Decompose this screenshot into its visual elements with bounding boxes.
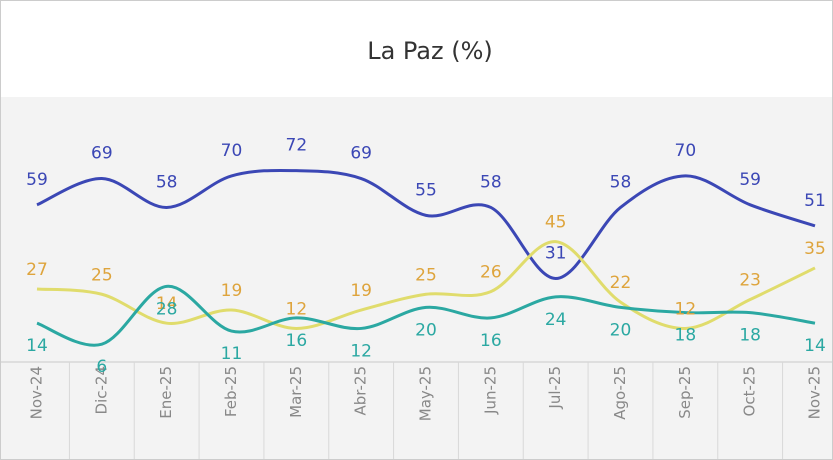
- data-label: 27: [26, 260, 48, 280]
- data-label: 22: [610, 273, 632, 293]
- x-tick-label: Nov-24: [28, 366, 46, 419]
- data-label: 11: [221, 344, 243, 364]
- plot-area: [1, 97, 832, 459]
- data-label: 19: [350, 281, 372, 301]
- data-label: 72: [286, 136, 308, 156]
- data-label: 51: [804, 191, 826, 211]
- x-tick-label: Nov-25: [806, 366, 824, 419]
- series-line: [36, 240, 816, 330]
- data-label: 14: [26, 336, 48, 356]
- data-label: 18: [675, 326, 697, 346]
- data-label: 20: [610, 320, 632, 340]
- data-label: 20: [415, 320, 437, 340]
- data-label: 24: [545, 310, 567, 330]
- x-tick-label: Sep-25: [676, 366, 694, 419]
- data-label: 12: [675, 299, 697, 319]
- x-tick-label: Ene-25: [157, 366, 175, 419]
- data-label: 14: [156, 294, 178, 314]
- data-label: 23: [739, 271, 761, 291]
- data-label: 69: [350, 144, 372, 164]
- series-line: [36, 168, 816, 280]
- data-label: 6: [96, 357, 107, 377]
- x-tick-label: Jul-25: [546, 366, 564, 410]
- data-label: 58: [480, 172, 502, 192]
- x-tick-label: May-25: [417, 366, 435, 421]
- data-label: 25: [415, 265, 437, 285]
- data-label: 16: [286, 331, 308, 351]
- data-label: 59: [26, 170, 48, 190]
- data-label: 14: [804, 336, 826, 356]
- x-tick-label: Mar-25: [287, 366, 305, 418]
- data-label: 18: [739, 326, 761, 346]
- data-label: 31: [545, 243, 567, 263]
- data-label: 19: [221, 281, 243, 301]
- data-label: 25: [91, 265, 113, 285]
- data-label: 55: [415, 180, 437, 200]
- chart-title: La Paz (%): [367, 37, 493, 65]
- data-label: 28: [156, 299, 178, 319]
- data-label: 35: [804, 239, 826, 259]
- data-label: 26: [480, 263, 502, 283]
- x-tick-label: Ago-25: [611, 366, 629, 420]
- data-label: 16: [480, 331, 502, 351]
- x-tick-label: Feb-25: [222, 366, 240, 417]
- x-tick-label: Jun-25: [481, 366, 499, 415]
- data-label: 12: [286, 299, 308, 319]
- data-label: 58: [610, 172, 632, 192]
- data-label: 70: [221, 141, 243, 161]
- series-line: [36, 284, 816, 347]
- data-label: 45: [545, 213, 567, 233]
- x-tick-label: Dic-24: [92, 366, 110, 414]
- data-label: 70: [675, 141, 697, 161]
- data-label: 69: [91, 144, 113, 164]
- data-label: 58: [156, 172, 178, 192]
- data-label: 12: [350, 341, 372, 361]
- data-label: 59: [739, 170, 761, 190]
- x-tick-label: Oct-25: [741, 366, 759, 416]
- x-tick-label: Abr-25: [352, 366, 370, 416]
